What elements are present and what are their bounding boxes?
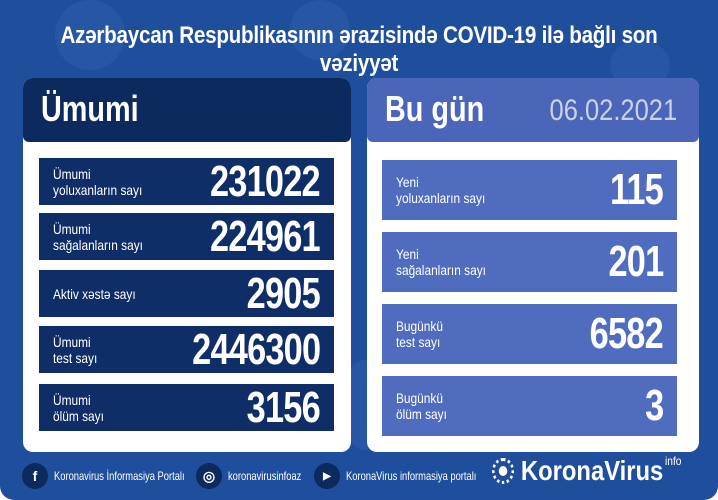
stat-label: Ümumi test sayı <box>53 333 98 366</box>
page-title: Azərbaycan Respublikasının ərazisində CO… <box>60 22 658 77</box>
facebook-link[interactable]: f Koronavirus İnformasiya Portalı <box>22 460 221 492</box>
facebook-icon: f <box>22 463 48 489</box>
today-header: Bu gün 06.02.2021 <box>367 78 699 142</box>
stat-value: 3156 <box>246 382 321 432</box>
stat-row: Ümumi sağalanların sayı 224961 <box>39 211 334 261</box>
stat-value: 3 <box>644 381 664 430</box>
virus-decoration-icon <box>290 0 350 60</box>
date: 06.02.2021 <box>549 94 677 127</box>
stat-row: Yeni yoluxanların sayı 115 <box>382 160 677 220</box>
stat-value: 2446300 <box>191 324 321 374</box>
youtube-label: KoronaVirus informasiya portalı <box>346 469 477 483</box>
stat-row: Bugünkü ölüm sayı 3 <box>382 376 677 436</box>
stat-row: Aktiv xəstə sayı 2905 <box>39 268 334 318</box>
stat-row: Ümumi ölüm sayı 3156 <box>39 382 334 432</box>
youtube-link[interactable]: ▶ KoronaVirus informasiya portalı <box>314 460 513 492</box>
today-panel: Bu gün 06.02.2021 Yeni yoluxanların sayı 1… <box>367 78 699 452</box>
stat-value: 115 <box>609 165 664 214</box>
stat-value: 231022 <box>210 156 321 206</box>
stat-value: 2905 <box>246 268 321 318</box>
stat-label: Ümumi ölüm sayı <box>53 391 104 424</box>
stat-row: Ümumi yoluxanların sayı 231022 <box>39 156 334 206</box>
stat-value: 6582 <box>589 309 664 358</box>
stat-value: 201 <box>608 237 664 286</box>
stat-row: Ümumi test sayı 2446300 <box>39 324 334 374</box>
instagram-icon: ◎ <box>196 463 222 489</box>
koronavirus-logo: KoronaVirus info <box>492 454 682 487</box>
logo-sup: info <box>665 454 682 468</box>
total-panel: Ümumi Ümumi yoluxanların sayı 231022 Ümum… <box>23 78 351 452</box>
instagram-label: koronavirusinfoaz <box>228 469 302 483</box>
stat-row: Yeni sağalanların sayı 201 <box>382 232 677 292</box>
stat-label: Yeni sağalanların sayı <box>396 246 486 278</box>
virus-decoration-icon <box>55 0 125 70</box>
youtube-icon: ▶ <box>314 463 340 489</box>
today-heading: Bu gün <box>385 88 485 129</box>
stat-label: Ümumi yoluxanların sayı <box>53 165 143 198</box>
total-header: Ümumi <box>23 78 351 142</box>
instagram-link[interactable]: ◎ koronavirusinfoaz <box>196 460 322 492</box>
stat-label: Bugünkü ölüm sayı <box>396 390 447 422</box>
stat-label: Ümumi sağalanların sayı <box>53 220 143 253</box>
stat-label: Bugünkü test sayı <box>396 318 443 350</box>
facebook-label: Koronavirus İnformasiya Portalı <box>54 469 185 483</box>
stat-label: Yeni yoluxanların sayı <box>396 174 486 206</box>
total-heading: Ümumi <box>41 88 139 129</box>
virus-sun-icon <box>492 458 515 484</box>
stat-row: Bugünkü test sayı 6582 <box>382 304 677 364</box>
stat-label: Aktiv xəstə sayı <box>53 285 136 302</box>
logo-text: KoronaVirus <box>520 455 664 486</box>
stat-value: 224961 <box>210 211 321 261</box>
